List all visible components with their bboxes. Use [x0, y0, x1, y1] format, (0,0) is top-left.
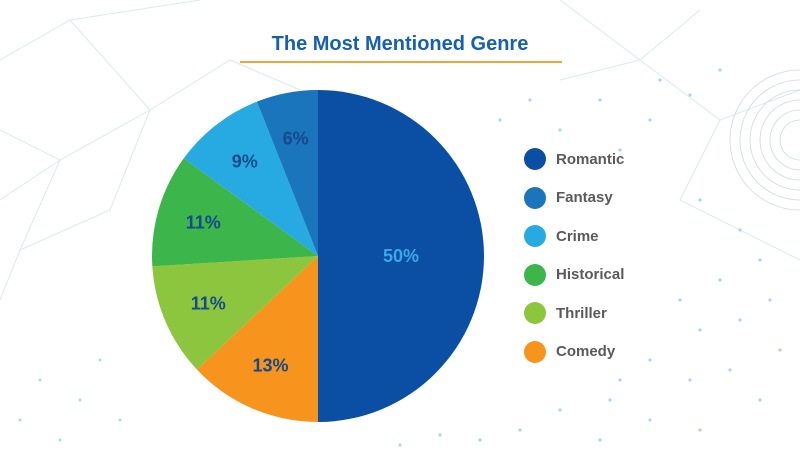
legend-swatch: [524, 186, 546, 209]
legend-label: Historical: [556, 266, 625, 283]
legend-swatch: [524, 263, 546, 286]
pie-slice-comedy: [196, 256, 318, 422]
chart-title: The Most Mentioned Genre: [271, 33, 529, 55]
pie-slice-crime: [183, 101, 318, 256]
chart-legend: Romantic Fantasy Crime Historical Thriller Co…: [524, 148, 624, 379]
legend-swatch: [524, 302, 546, 324]
pie-slice-romantic: [318, 90, 484, 422]
legend-swatch: [524, 148, 546, 170]
legend-label: Crime: [556, 227, 599, 245]
legend-item-romantic: Romantic: [524, 148, 624, 170]
slice-label-romantic: 50%: [383, 246, 419, 266]
pie-slice-fantasy: [256, 90, 318, 256]
slice-label-thriller: 11%: [191, 293, 226, 313]
legend-item-historical: Historical: [524, 263, 625, 286]
pie-slice-historical: [152, 158, 318, 267]
legend-item-crime: Crime: [524, 225, 624, 247]
legend-label: Fantasy: [556, 189, 613, 206]
title-underline: [240, 61, 562, 63]
legend-swatch: [524, 225, 546, 247]
legend-item-comedy: Comedy: [524, 340, 624, 363]
slice-label-crime: 9%: [232, 152, 258, 172]
legend-label: Comedy: [556, 343, 616, 360]
slice-label-historical: 11%: [186, 213, 221, 233]
pie-slice-thriller: [152, 256, 318, 370]
legend-label: Thriller: [556, 304, 607, 322]
slice-label-comedy: 13%: [253, 356, 289, 376]
legend-item-thriller: Thriller: [524, 302, 624, 324]
slice-label-fantasy: 6%: [283, 129, 309, 149]
legend-swatch: [524, 340, 546, 363]
legend-label: Romantic: [556, 150, 625, 168]
legend-item-fantasy: Fantasy: [524, 186, 624, 209]
